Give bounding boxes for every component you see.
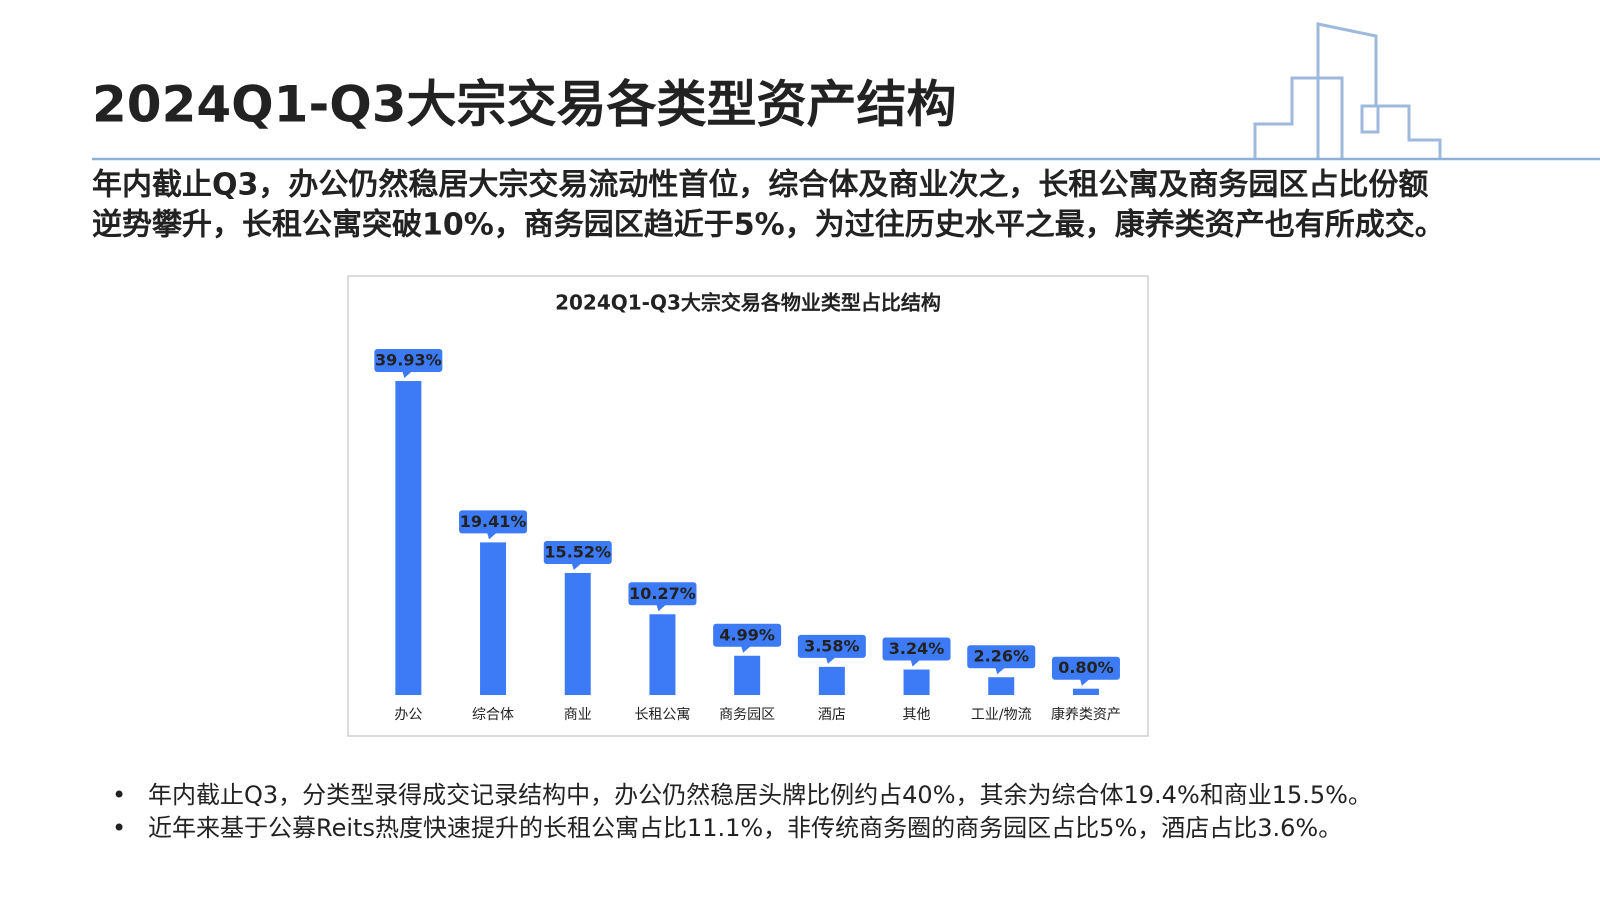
x-tick-label: 工业/物流 (971, 707, 1032, 723)
data-label: 39.93% (375, 351, 442, 370)
data-label-box (882, 637, 951, 661)
data-label-box (628, 582, 697, 606)
bar (903, 669, 930, 695)
x-tick-label: 办公 (394, 707, 422, 723)
data-label-pointer (741, 645, 752, 653)
data-label: 10.27% (629, 584, 696, 603)
data-label: 3.24% (889, 639, 945, 658)
data-label-pointer (1079, 678, 1090, 686)
data-label-box (713, 623, 782, 647)
summary-line: 年内截止Q3，办公仍然稳居大宗交易流动性首位，综合体及商业次之，长租公寓及商务园… (92, 168, 1428, 203)
bar (818, 666, 845, 695)
data-label-box (967, 645, 1036, 669)
data-label-pointer (995, 667, 1006, 675)
data-label: 15.52% (544, 542, 611, 561)
data-label: 3.58% (804, 636, 860, 655)
bullet-list: • 年内截止Q3，分类型录得成交记录结构中，办公仍然稳居头牌比例约占40%，其余… (112, 781, 1372, 842)
data-label-box (797, 634, 866, 658)
x-tick-label: 综合体 (472, 707, 514, 723)
data-label-pointer (402, 371, 413, 379)
x-tick-label: 商业 (564, 707, 592, 723)
bar (480, 542, 507, 695)
bullet-dot: • (112, 781, 126, 809)
data-label-pointer (487, 532, 498, 540)
building-outline (1253, 22, 1442, 160)
bar (564, 572, 591, 695)
bullet-text: 年内截止Q3，分类型录得成交记录结构中，办公仍然稳居头牌比例约占40%，其余为综… (148, 781, 1372, 809)
data-label: 2.26% (973, 647, 1029, 666)
data-label-box (374, 349, 443, 373)
data-label-pointer (571, 562, 582, 570)
chart-title: 2024Q1-Q3大宗交易各物业类型占比结构 (555, 291, 941, 315)
x-tick-label: 康养类资产 (1051, 706, 1121, 723)
data-label-pointer (656, 604, 667, 612)
bar (1072, 688, 1099, 695)
summary-line: 逆势攀升，长租公寓突破10%，商务园区趋近于5%，为过往历史水平之最，康养类资产… (92, 208, 1445, 243)
data-label: 19.41% (460, 512, 527, 531)
x-tick-label: 其他 (903, 707, 931, 723)
data-label-box (459, 510, 528, 534)
bullet-text: 近年来基于公募Reits热度快速提升的长租公寓占比11.1%，非传统商务圈的商务… (148, 814, 1342, 842)
data-label-pointer (825, 656, 836, 664)
bullet-dot: • (112, 814, 126, 842)
data-label-box (1051, 656, 1120, 680)
slide-title: 2024Q1-Q3大宗交易各类型资产结构 (92, 76, 957, 134)
x-tick-label: 商务园区 (719, 707, 775, 723)
data-label: 4.99% (719, 625, 775, 644)
bar (988, 677, 1015, 695)
bar (395, 381, 422, 695)
data-label: 0.80% (1058, 658, 1114, 677)
data-label-pointer (910, 659, 921, 667)
x-tick-label: 长租公寓 (634, 706, 690, 723)
data-label-box (543, 540, 612, 564)
bar (649, 614, 676, 695)
bar (734, 655, 761, 695)
x-tick-label: 酒店 (818, 707, 846, 723)
